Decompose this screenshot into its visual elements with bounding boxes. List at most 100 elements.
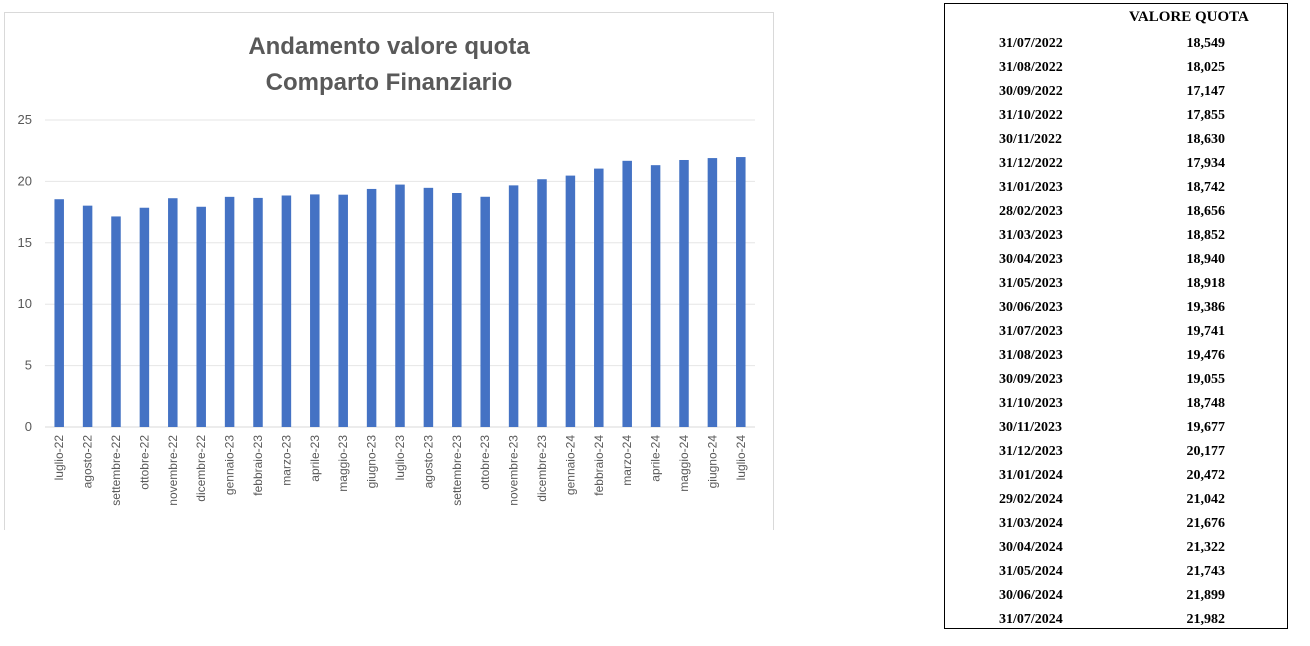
table-date-cell: 31/10/2022 — [999, 108, 1063, 123]
x-tick-label: giugno-24 — [705, 435, 719, 489]
table-value-cell: 19,476 — [1186, 348, 1226, 363]
x-tick-label: maggio-24 — [677, 435, 691, 492]
table-date-cell: 30/06/2023 — [999, 300, 1063, 315]
x-tick-label: luglio-24 — [734, 435, 748, 481]
table-row: 28/02/2023 18,656 — [945, 204, 1287, 228]
table-value-cell: 21,743 — [1186, 564, 1226, 579]
table-row: 31/03/2023 18,852 — [945, 228, 1287, 252]
bar-novembre-22 — [168, 198, 178, 427]
x-tick-label: maggio-23 — [336, 435, 350, 492]
bar-aprile-23 — [310, 194, 320, 427]
x-tick-label: novembre-22 — [166, 435, 180, 506]
bar-marzo-23 — [281, 195, 292, 427]
table-row: 30/04/2024 21,322 — [945, 540, 1287, 564]
table-value-cell: 21,676 — [1186, 516, 1226, 531]
table-value-cell: 17,147 — [1186, 84, 1226, 99]
table-row: 31/01/2023 18,742 — [945, 180, 1287, 204]
x-tick-label: agosto-23 — [421, 435, 435, 489]
x-tick-label: marzo-23 — [279, 435, 293, 486]
table-value-cell: 19,741 — [1186, 324, 1226, 339]
x-tick-label: settembre-22 — [109, 435, 123, 506]
x-tick-label: marzo-24 — [620, 435, 634, 486]
bar-maggio-23 — [338, 194, 348, 427]
table-header: VALORE QUOTA — [1129, 9, 1249, 25]
bar-chart: 0 5 10 15 20 25 luglio-22 agosto-22 settembre-22… — [18, 112, 755, 506]
bar-luglio-23 — [395, 184, 405, 427]
y-tick-label: 25 — [18, 112, 32, 127]
bar-giugno-23 — [366, 188, 377, 427]
table-value-cell: 20,472 — [1186, 468, 1226, 483]
table-value-cell: 21,042 — [1186, 492, 1226, 507]
bar-maggio-24 — [679, 159, 689, 427]
table-date-cell: 31/05/2024 — [999, 564, 1063, 579]
table-value-cell: 18,748 — [1186, 396, 1226, 411]
table-row: 31/12/2023 20,177 — [945, 444, 1287, 468]
table-value-cell: 21,322 — [1186, 540, 1226, 555]
x-tick-label: dicembre-23 — [535, 435, 549, 502]
table-date-cell: 31/07/2023 — [999, 324, 1063, 339]
chart-title-line-2: Comparto Finanziario — [265, 69, 513, 96]
bar-gennaio-23 — [224, 196, 235, 427]
x-tick-label: ottobre-23 — [478, 435, 492, 490]
x-tick-label: settembre-23 — [450, 435, 464, 506]
table-date-cell: 29/02/2024 — [999, 492, 1063, 507]
table-date-cell: 31/01/2023 — [999, 180, 1063, 195]
chart-title: Andamento valore quota Comparto Finanzia… — [5, 29, 773, 101]
table-value-cell: 21,899 — [1186, 588, 1226, 603]
table-date-cell: 30/11/2022 — [999, 132, 1063, 147]
x-tick-label: febbraio-24 — [592, 435, 606, 496]
table-value-cell: 21,982 — [1186, 612, 1226, 627]
table-row: 30/06/2024 21,899 — [945, 588, 1287, 612]
table-row: 30/11/2023 19,677 — [945, 420, 1287, 444]
y-tick-label: 15 — [18, 235, 32, 250]
table-value-cell: 17,855 — [1186, 108, 1226, 123]
bar-novembre-23 — [508, 185, 519, 427]
table-row: 30/09/2022 17,147 — [945, 84, 1287, 108]
table-row: 31/10/2023 18,748 — [945, 396, 1287, 420]
bar-agosto-22 — [82, 205, 93, 427]
table-row: 31/08/2023 19,476 — [945, 348, 1287, 372]
y-tick-label: 5 — [25, 358, 32, 373]
table-row: 30/11/2022 18,630 — [945, 132, 1287, 156]
table-date-cell: 31/07/2022 — [999, 36, 1063, 51]
table-date-cell: 31/08/2023 — [999, 348, 1063, 363]
chart-title-line-1: Andamento valore quota — [248, 33, 530, 60]
table-value-cell: 19,677 — [1186, 420, 1226, 435]
table-value-cell: 18,940 — [1186, 252, 1226, 267]
value-table: VALORE QUOTA 31/07/2022 18,549 31/08/2022 1… — [944, 3, 1288, 629]
y-tick-label: 20 — [18, 173, 32, 188]
bar-giugno-24 — [707, 158, 718, 428]
x-tick-label: giugno-23 — [365, 435, 379, 489]
table-value-cell: 18,630 — [1186, 132, 1226, 147]
x-tick-label: luglio-23 — [393, 435, 407, 481]
x-tick-label: agosto-22 — [81, 435, 95, 489]
table-date-cell: 31/01/2024 — [999, 468, 1063, 483]
table-value-cell: 18,918 — [1186, 276, 1226, 291]
table-row: 30/09/2023 19,055 — [945, 372, 1287, 396]
y-tick-label: 10 — [18, 296, 32, 311]
table-row: 31/07/2022 18,549 — [945, 36, 1287, 60]
table-date-cell: 31/03/2024 — [999, 516, 1063, 531]
chart-panel: Andamento valore quota Comparto Finanzia… — [4, 12, 774, 530]
table-row: 31/01/2024 20,472 — [945, 468, 1287, 492]
table-row: 31/12/2022 17,934 — [945, 156, 1287, 180]
table-row: 31/07/2024 21,982 — [945, 612, 1287, 636]
table-value-cell: 20,177 — [1186, 444, 1226, 459]
bar-luglio-22 — [54, 199, 64, 427]
bar-marzo-24 — [622, 160, 632, 427]
table-value-cell: 19,386 — [1186, 300, 1226, 315]
table-date-cell: 31/08/2022 — [999, 60, 1063, 75]
table-value-cell: 18,656 — [1186, 204, 1226, 219]
x-tick-label: luglio-22 — [52, 435, 66, 481]
bar-gennaio-24 — [565, 175, 576, 427]
x-tick-label: febbraio-23 — [251, 435, 265, 496]
table-date-cell: 31/03/2023 — [999, 228, 1063, 243]
table-value-cell: 19,055 — [1186, 372, 1226, 387]
table-date-cell: 31/10/2023 — [999, 396, 1063, 411]
table-date-cell: 31/07/2024 — [999, 612, 1063, 627]
table-date-cell: 31/12/2022 — [999, 156, 1063, 171]
x-tick-label: aprile-23 — [308, 435, 322, 482]
table-date-cell: 30/04/2023 — [999, 252, 1063, 267]
bar-dicembre-23 — [537, 179, 547, 427]
table-row: 31/07/2023 19,741 — [945, 324, 1287, 348]
